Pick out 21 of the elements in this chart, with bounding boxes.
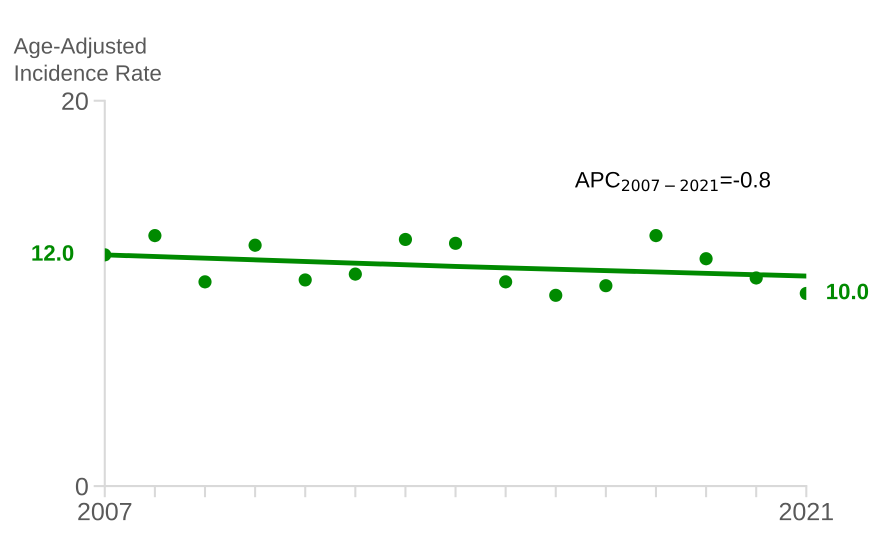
point <box>398 232 412 246</box>
point <box>599 279 612 292</box>
x-tick-label: 2021 <box>780 502 833 520</box>
x-tick-label: 2007 <box>78 502 132 520</box>
y-axis-title: Age-Adjusted Incidence Rate <box>14 37 161 81</box>
data-label: 10.0 <box>827 284 868 300</box>
point <box>198 275 212 288</box>
data-label: 12.0 <box>32 245 74 261</box>
point <box>298 273 312 287</box>
annotation: APC$_{2007−2021}$=-0.8 <box>574 172 770 192</box>
point <box>448 236 462 250</box>
point <box>348 268 362 281</box>
point <box>750 271 763 285</box>
point <box>248 238 262 252</box>
point <box>649 229 663 242</box>
point <box>700 252 713 266</box>
y-tick-label: 20 <box>62 92 88 110</box>
point <box>549 288 562 302</box>
point <box>499 275 512 288</box>
point <box>148 229 162 242</box>
y-tick-label: 0 <box>76 478 88 496</box>
